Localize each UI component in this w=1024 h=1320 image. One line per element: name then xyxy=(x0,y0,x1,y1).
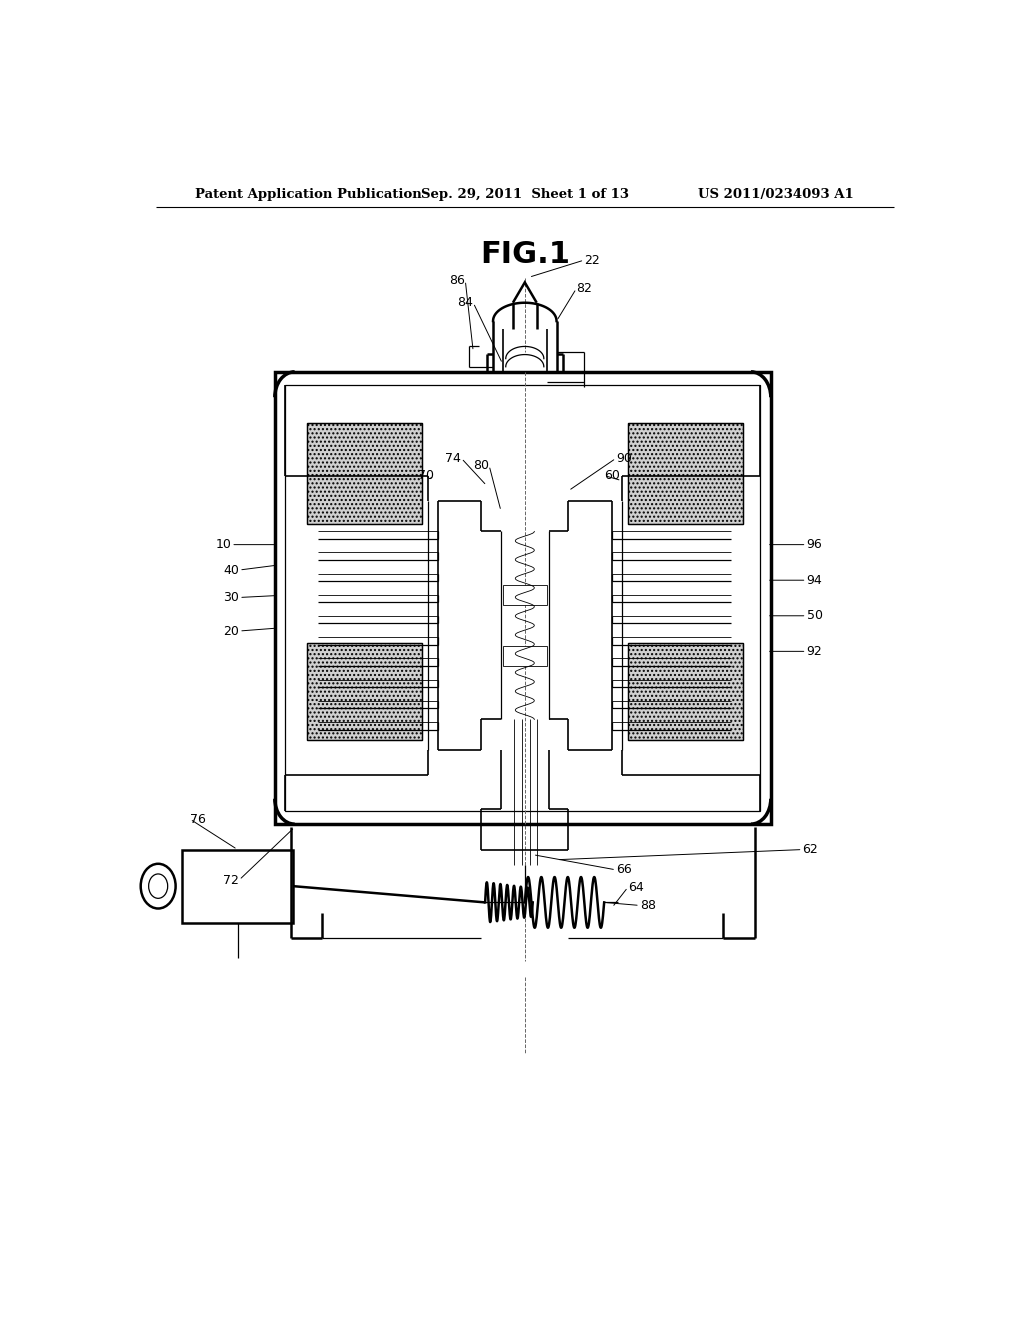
Text: 90: 90 xyxy=(616,451,632,465)
Text: 22: 22 xyxy=(585,253,600,267)
Text: 82: 82 xyxy=(577,282,592,294)
Text: 40: 40 xyxy=(223,564,240,577)
Text: 20: 20 xyxy=(223,624,240,638)
Text: 72: 72 xyxy=(223,874,240,887)
Text: Sep. 29, 2011  Sheet 1 of 13: Sep. 29, 2011 Sheet 1 of 13 xyxy=(421,189,629,202)
Bar xyxy=(306,643,422,739)
Bar xyxy=(306,643,422,739)
Text: 50: 50 xyxy=(807,610,822,622)
Bar xyxy=(628,643,743,739)
Bar xyxy=(285,385,761,810)
Text: 96: 96 xyxy=(807,539,822,552)
Text: US 2011/0234093 A1: US 2011/0234093 A1 xyxy=(698,189,854,202)
Bar xyxy=(628,643,743,739)
Text: 64: 64 xyxy=(628,880,644,894)
Text: 86: 86 xyxy=(450,273,465,286)
Text: 84: 84 xyxy=(458,296,473,309)
Text: FIG.1: FIG.1 xyxy=(480,240,569,269)
Bar xyxy=(306,422,422,524)
Bar xyxy=(628,422,743,524)
Text: Patent Application Publication: Patent Application Publication xyxy=(196,189,422,202)
Bar xyxy=(503,645,547,667)
Bar xyxy=(503,585,547,605)
Circle shape xyxy=(140,863,176,908)
Bar xyxy=(628,643,743,739)
Text: 70: 70 xyxy=(418,469,433,482)
Text: 88: 88 xyxy=(640,899,656,912)
Text: 74: 74 xyxy=(445,451,461,465)
Bar xyxy=(306,422,422,524)
Text: 80: 80 xyxy=(473,459,489,471)
Text: 92: 92 xyxy=(807,645,822,657)
Text: 62: 62 xyxy=(803,843,818,857)
Bar xyxy=(306,422,422,524)
Text: 94: 94 xyxy=(807,574,822,586)
Bar xyxy=(182,850,293,923)
Text: 60: 60 xyxy=(604,469,621,482)
Bar xyxy=(274,372,771,824)
Text: 30: 30 xyxy=(223,591,240,605)
Text: 66: 66 xyxy=(616,863,632,876)
Text: 76: 76 xyxy=(189,813,206,825)
Bar xyxy=(628,422,743,524)
Text: 10: 10 xyxy=(215,539,231,552)
Bar xyxy=(628,422,743,524)
Bar xyxy=(306,643,422,739)
